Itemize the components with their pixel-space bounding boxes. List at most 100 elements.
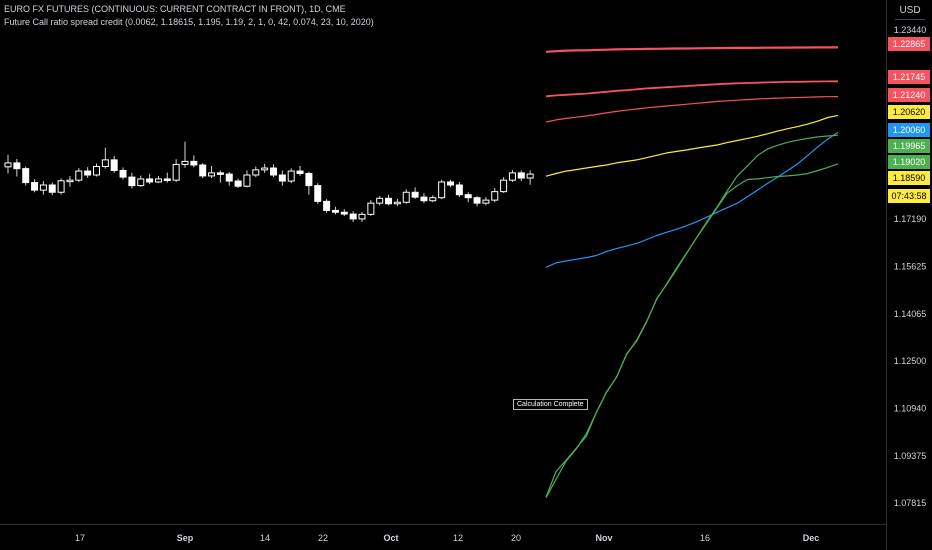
candle-down	[340, 211, 348, 215]
price-label-text: 1.20620	[893, 107, 926, 117]
y-tick-label: 1.17190	[894, 214, 927, 224]
price-label-tag: 1.21745	[888, 70, 930, 84]
candle-up	[4, 162, 12, 168]
price-label-tag: 1.18590	[888, 171, 930, 185]
candle-up	[75, 170, 83, 181]
indicator-line-4	[545, 114, 839, 177]
indicator-line-1	[545, 46, 838, 53]
y-tick-label: 1.15625	[894, 262, 927, 272]
candle-up	[181, 160, 189, 165]
price-label-tag: 1.20620	[888, 105, 930, 119]
price-label-text: 1.18590	[893, 173, 926, 183]
candle-down	[146, 178, 154, 183]
y-tick-label: 1.23440	[894, 25, 927, 35]
price-label-bg	[888, 189, 930, 203]
y-tick-label: 1.07815	[894, 498, 927, 508]
candle-down	[464, 194, 472, 199]
candle-up	[172, 163, 180, 181]
candle-up	[287, 170, 295, 182]
candle-down	[163, 178, 171, 181]
price-label-tag: 1.21240	[888, 88, 930, 102]
candle-down	[110, 159, 118, 171]
candle-up	[393, 201, 401, 205]
candle-up	[526, 173, 534, 179]
x-tick-label: 14	[260, 533, 270, 543]
candle-down	[22, 168, 30, 184]
candle-down	[31, 182, 39, 191]
currency-label[interactable]: USD	[895, 5, 925, 20]
x-tick-label: 20	[511, 533, 521, 543]
x-tick-label: 17	[75, 533, 85, 543]
y-tick-label: 1.09375	[894, 451, 927, 461]
candle-up	[358, 213, 366, 220]
price-label-bg	[888, 70, 930, 84]
price-label-tag: 1.19965	[888, 139, 930, 153]
price-label-bg	[888, 37, 930, 51]
candle-down	[296, 170, 304, 174]
y-tick-label: 1.12500	[894, 356, 927, 366]
price-label-tag: 07:43:58	[888, 189, 930, 203]
x-tick-label: Oct	[383, 533, 398, 543]
candle-up	[500, 179, 508, 193]
candle-up	[93, 166, 100, 176]
candle-up	[438, 181, 446, 199]
candle-up	[508, 172, 516, 181]
price-label-text: 1.20060	[893, 125, 926, 135]
candle-down	[420, 196, 428, 202]
candle-up	[261, 167, 269, 171]
price-label-text: 1.19020	[893, 157, 926, 167]
candle-down	[278, 174, 286, 182]
indicator-title[interactable]: Future Call ratio spread credit (0.0062,…	[4, 17, 374, 27]
price-label-text: 1.21240	[893, 90, 926, 100]
indicator-line-2	[545, 80, 839, 98]
x-tick-label: Nov	[595, 533, 612, 543]
candle-up	[491, 191, 499, 201]
x-tick-label: 12	[453, 533, 463, 543]
price-label-bg	[888, 155, 930, 169]
candle-down	[270, 167, 277, 176]
indicator-lines	[545, 46, 839, 498]
candle-up	[57, 180, 65, 193]
candle-down	[517, 172, 525, 179]
candle-up	[482, 199, 490, 204]
candle-up	[376, 197, 384, 204]
candle-down	[13, 162, 21, 170]
x-tick-label: Sep	[177, 533, 194, 543]
candle-up	[137, 178, 145, 187]
price-axis-border	[886, 0, 887, 550]
candle-down	[323, 200, 331, 211]
candle-down	[234, 180, 242, 187]
candle-down	[411, 191, 419, 198]
price-label-text: 07:43:58	[891, 191, 926, 201]
candle-down	[473, 197, 481, 204]
symbol-title[interactable]: EURO FX FUTURES (CONTINUOUS: CURRENT CON…	[4, 4, 346, 14]
price-label-bg	[888, 139, 930, 153]
candle-down	[305, 172, 313, 187]
candle-up	[429, 197, 437, 202]
price-label-tag: 1.19020	[888, 155, 930, 169]
y-axis-ticks: 1.23440 1.17190 1.15625 1.14065 1.12500 1.109…	[894, 25, 927, 508]
price-label-text: 1.19965	[893, 141, 926, 151]
y-tick-label: 1.14065	[894, 309, 927, 319]
price-label-text: 1.22865	[893, 39, 926, 49]
y-tick-label: 1.10940	[894, 403, 927, 413]
candle-down	[119, 169, 127, 178]
candle-up	[39, 184, 47, 191]
price-label-bg	[888, 123, 930, 137]
price-labels: 1.22865 1.21745 1.21240 1.20620 1.20060 1.199…	[888, 37, 930, 203]
x-tick-label: 16	[700, 533, 710, 543]
indicator-line-7	[545, 163, 839, 498]
candle-down	[331, 209, 339, 213]
candle-down	[199, 164, 207, 177]
x-axis-ticks: 17 Sep 14 22 Oct 12 20 Nov 16 Dec	[75, 533, 819, 543]
candle-down	[190, 160, 198, 166]
candles	[4, 141, 534, 222]
candle-down	[216, 172, 224, 175]
price-label-bg	[888, 171, 930, 185]
price-label-bg	[888, 105, 930, 119]
time-axis-border	[0, 524, 886, 525]
candle-up	[402, 191, 410, 203]
indicator-line-6	[545, 134, 839, 498]
